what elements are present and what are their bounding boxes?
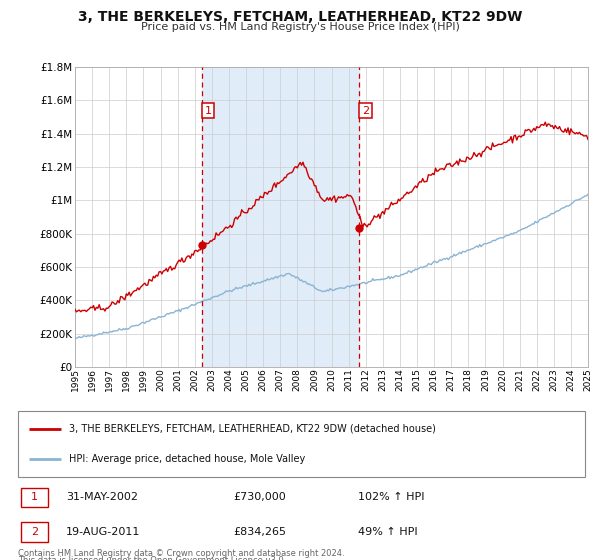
Text: 2: 2 (362, 106, 369, 116)
Text: 1: 1 (31, 492, 38, 502)
Bar (202, 67, 359, 367)
Text: £730,000: £730,000 (233, 492, 286, 502)
Text: HPI: Average price, detached house, Mole Valley: HPI: Average price, detached house, Mole… (69, 454, 305, 464)
Text: 102% ↑ HPI: 102% ↑ HPI (358, 492, 425, 502)
Text: £834,265: £834,265 (233, 527, 286, 537)
Text: 19-AUG-2011: 19-AUG-2011 (66, 527, 140, 537)
Text: Contains HM Land Registry data © Crown copyright and database right 2024.: Contains HM Land Registry data © Crown c… (18, 549, 344, 558)
Text: 1: 1 (205, 106, 211, 116)
Text: 3, THE BERKELEYS, FETCHAM, LEATHERHEAD, KT22 9DW: 3, THE BERKELEYS, FETCHAM, LEATHERHEAD, … (78, 10, 522, 24)
FancyBboxPatch shape (21, 488, 48, 507)
FancyBboxPatch shape (21, 522, 48, 542)
Text: 31-MAY-2002: 31-MAY-2002 (66, 492, 138, 502)
Text: Price paid vs. HM Land Registry's House Price Index (HPI): Price paid vs. HM Land Registry's House … (140, 22, 460, 32)
Text: 49% ↑ HPI: 49% ↑ HPI (358, 527, 418, 537)
FancyBboxPatch shape (18, 411, 585, 477)
Text: This data is licensed under the Open Government Licence v3.0.: This data is licensed under the Open Gov… (18, 556, 286, 560)
Text: 3, THE BERKELEYS, FETCHAM, LEATHERHEAD, KT22 9DW (detached house): 3, THE BERKELEYS, FETCHAM, LEATHERHEAD, … (69, 424, 436, 434)
Text: 2: 2 (31, 527, 38, 537)
